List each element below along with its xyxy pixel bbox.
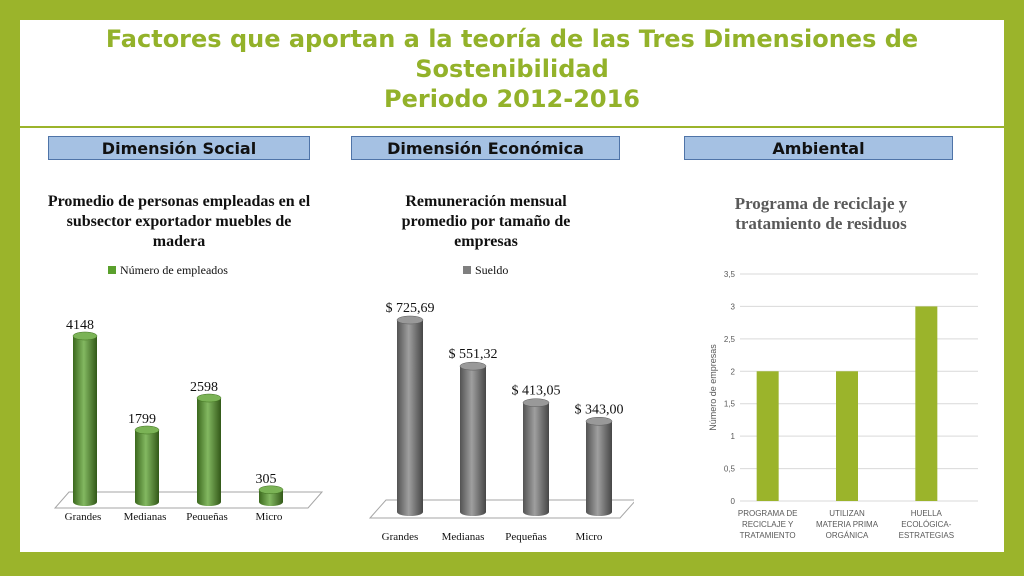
chart3-plot: 0 0,5 1 1,5 2 2,5 3 3,5 Número de empresas PROGRA… [708,270,978,542]
chart1-legend-label: Número de empleados [120,263,228,277]
x-tick-label: Grandes [65,511,102,520]
plot-floor [53,491,324,509]
bar-top [196,393,222,403]
x-tick-line: ESTRATEGIAS [899,531,954,540]
y-tick-label: 1 [731,432,736,441]
bar-top [396,315,424,325]
x-tick-label: Pequeñas [186,511,228,520]
bar [73,336,97,506]
y-tick-label: 3 [731,302,736,311]
x-tick-label: Medianas [442,531,485,543]
chart1-legend-swatch [108,266,116,274]
bar [135,430,159,506]
data-label: 305 [256,472,277,487]
chart1-plot: 4148 Grandes 1799 Medianas 2598 Pequeñas 305 Mi… [53,318,324,520]
slide-title: Factores que aportan a la teoría de las … [20,24,1004,114]
data-label: $ 551,32 [449,347,498,362]
y-tick-label: 0 [731,497,736,506]
x-tick-label: HUELLA ECOLÓGICA- ESTRATEGIAS [899,509,954,540]
x-tick-label: Grandes [382,531,419,543]
y-tick-label: 3,5 [724,270,736,279]
title-line-1: Factores que aportan a la teoría de las … [105,25,919,83]
x-tick-line: ECOLÓGICA- [901,520,952,529]
x-tick-line: RECICLAJE Y [742,520,794,529]
title-divider [20,126,1004,128]
x-tick-label: Pequeñas [505,531,547,543]
x-tick-line: UTILIZAN [829,509,865,518]
data-label: $ 725,69 [386,301,435,316]
x-tick-line: MATERIA PRIMA [816,520,879,529]
bar [259,489,283,506]
y-tick-label: 2 [731,367,736,376]
data-label: $ 343,00 [575,402,624,417]
chart1-title: Promedio de personas empleadas en el sub… [47,193,311,250]
y-tick-label: 0,5 [724,465,736,474]
data-label: 4148 [66,318,94,333]
plot-floor [368,499,634,519]
chart1-legend: Número de empleados [108,263,228,278]
section-economica: Dimensión Económica [351,136,620,160]
x-tick-line: PROGRAMA DE [738,509,798,518]
bar [756,371,779,501]
slide: Factores que aportan a la teoría de las … [20,20,1004,552]
chart2-legend-swatch [463,266,471,274]
x-tick-label: Micro [576,531,603,543]
bar-top [585,417,613,426]
bar [397,320,423,516]
y-tick-label: 2,5 [724,335,736,344]
bar [523,402,549,516]
bar-top [459,361,487,371]
bar-top [72,331,98,341]
bar [197,398,221,506]
chart3-title: Programa de reciclaje y tratamiento de r… [734,194,908,233]
x-tick-label: Micro [256,511,283,520]
x-tick-label: UTILIZAN MATERIA PRIMA ORGÁNICA [816,509,879,540]
bar [915,306,938,501]
bar-top [522,398,550,407]
bar [460,366,486,516]
x-tick-line: TRATAMIENTO [740,531,796,540]
y-tick-label: 1,5 [724,400,736,409]
title-line-2: Periodo 2012-2016 [384,85,640,113]
bar [836,371,858,501]
x-tick-label: Medianas [124,511,167,520]
data-label: 2598 [190,380,218,395]
data-label: $ 413,05 [512,384,561,399]
chart2-legend: Sueldo [463,263,508,278]
chart2-title: Remuneración mensual promedio por tamaño… [401,193,571,250]
x-tick-line: HUELLA [911,509,943,518]
chart2-legend-label: Sueldo [475,263,509,277]
section-social: Dimensión Social [48,136,310,160]
bar [586,421,612,516]
bar-top [134,425,160,435]
data-label: 1799 [128,412,156,427]
chart2-plot: $ 725,69 Grandes $ 551,32 Medianas $ 413,05 P… [368,301,634,543]
bar-top [258,485,284,495]
section-ambiental: Ambiental [684,136,953,160]
y-axis-label: Número de empresas [708,344,718,431]
x-tick-line: ORGÁNICA [826,531,869,540]
